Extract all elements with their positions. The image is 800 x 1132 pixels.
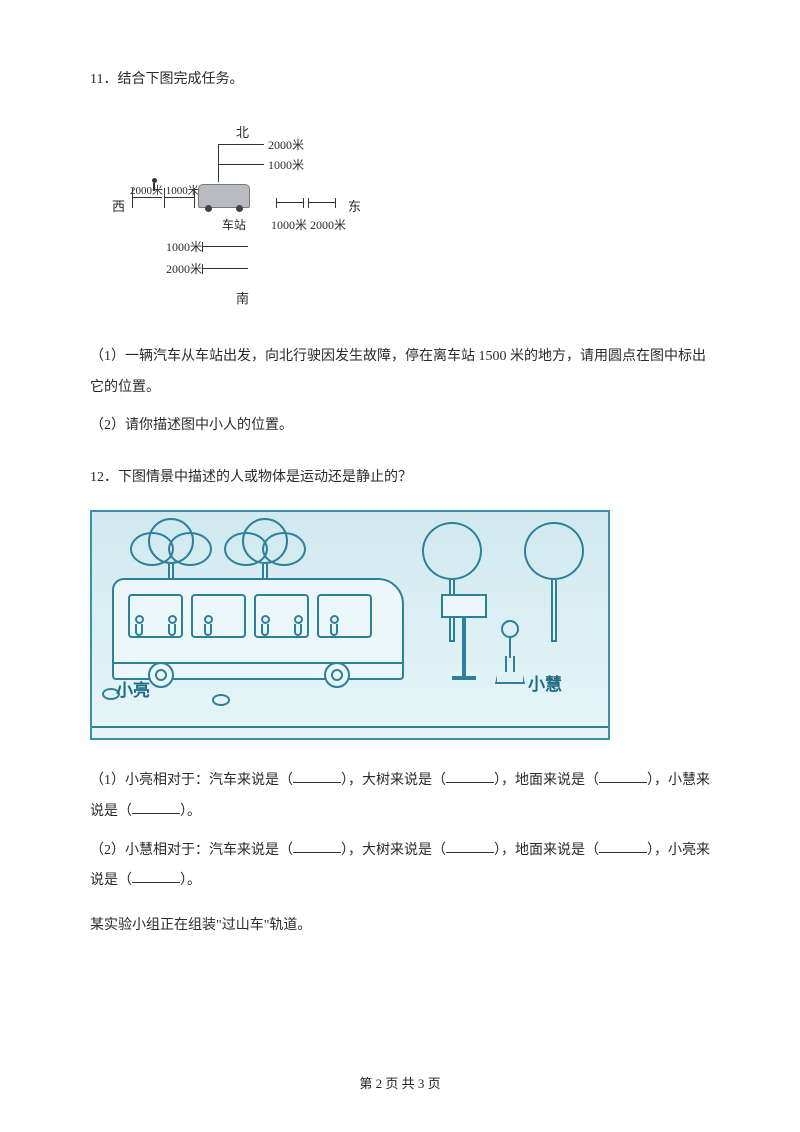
west-seg-1 xyxy=(132,197,162,198)
busstop-icon xyxy=(462,596,466,680)
q12-scene: 小亮 小慧 xyxy=(90,510,610,740)
q12-title: 12．下图情景中描述的人或物体是运动还是静止的？ xyxy=(90,466,710,490)
blank-input[interactable] xyxy=(599,839,647,853)
ground-line xyxy=(92,726,608,728)
station-label: 车站 xyxy=(222,216,246,233)
blank-input[interactable] xyxy=(132,869,180,883)
footer-total: 3 xyxy=(418,1076,425,1091)
east-label: 东 xyxy=(348,196,361,215)
east-seg-2 xyxy=(308,202,336,203)
blank-input[interactable] xyxy=(132,800,180,814)
south-label: 南 xyxy=(236,288,249,307)
q12-sub2-text: ），地面来说是（ xyxy=(494,843,599,858)
wheel-icon xyxy=(148,662,174,688)
blank-input[interactable] xyxy=(599,769,647,783)
west-tick-b xyxy=(164,188,165,208)
footer-text: 页 共 xyxy=(385,1076,414,1091)
north-2000-label: 2000米 xyxy=(268,136,304,153)
west-tick-a xyxy=(132,188,133,208)
q12-sub1-text: ），地面来说是（ xyxy=(494,773,599,788)
north-label: 北 xyxy=(236,122,249,141)
q12-sub1-text: ），大树来说是（ xyxy=(341,773,446,788)
north-tick-1000 xyxy=(218,164,264,165)
q12-sub2-text: ），大树来说是（ xyxy=(341,843,446,858)
blank-input[interactable] xyxy=(446,769,494,783)
blank-input[interactable] xyxy=(293,839,341,853)
north-line xyxy=(218,144,219,182)
xiaohui-label: 小慧 xyxy=(528,670,562,695)
tree-icon xyxy=(524,522,584,642)
south-tick-2000 xyxy=(202,268,248,269)
blank-input[interactable] xyxy=(446,839,494,853)
smoke-icon xyxy=(212,694,230,706)
q12-sub1-text: ）。 xyxy=(180,804,201,819)
blank-input[interactable] xyxy=(293,769,341,783)
east-distances: 1000米 2000米 xyxy=(271,216,346,233)
wheel-icon xyxy=(324,662,350,688)
q11-title: 11．结合下图完成任务。 xyxy=(90,68,710,92)
north-tick-2000 xyxy=(218,144,264,145)
q12-sub1: （1）小亮相对于：汽车来说是（），大树来说是（），地面来说是（），小慧来说是（）… xyxy=(90,766,710,828)
tree-icon xyxy=(422,522,482,642)
q12-sub2: （2）小慧相对于：汽车来说是（），大树来说是（），地面来说是（），小亮来说是（）… xyxy=(90,836,710,898)
q12-sub2-text: （2）小慧相对于：汽车来说是（ xyxy=(90,843,293,858)
south-1000-label: 1000米 xyxy=(166,238,202,255)
west-tick-c xyxy=(194,188,195,208)
north-1000-label: 1000米 xyxy=(268,156,304,173)
q12-sub2-text: ）。 xyxy=(180,873,201,888)
east-seg-1 xyxy=(276,202,304,203)
xiaoliang-label: 小亮 xyxy=(116,676,150,701)
footer-page: 2 xyxy=(376,1076,383,1091)
page-footer: 第 2 页 共 3 页 xyxy=(0,1073,800,1092)
bus-station-icon xyxy=(198,184,250,208)
west-label: 西 xyxy=(112,196,125,215)
page-body: 11．结合下图完成任务。 北 2000米 1000米 西 2000米 1000米… xyxy=(0,0,800,990)
q12-sub1-text: （1）小亮相对于：汽车来说是（ xyxy=(90,773,293,788)
extra-paragraph: 某实验小组正在组装"过山车"轨道。 xyxy=(90,911,710,942)
south-tick-1000 xyxy=(202,246,248,247)
west-seg-2 xyxy=(164,197,194,198)
bus-icon xyxy=(112,578,404,680)
footer-text: 第 xyxy=(359,1076,372,1091)
q11-diagram: 北 2000米 1000米 西 2000米 1000米 车站 东 1000米 2… xyxy=(108,122,388,312)
south-2000-label: 2000米 xyxy=(166,260,202,277)
q11-sub1: （1）一辆汽车从车站出发，向北行驶因发生故障，停在离车站 1500 米的地方，请… xyxy=(90,342,710,404)
girl-icon xyxy=(490,620,530,658)
q11-sub2: （2）请你描述图中小人的位置。 xyxy=(90,411,710,442)
footer-text: 页 xyxy=(428,1076,441,1091)
person-icon xyxy=(148,178,160,194)
